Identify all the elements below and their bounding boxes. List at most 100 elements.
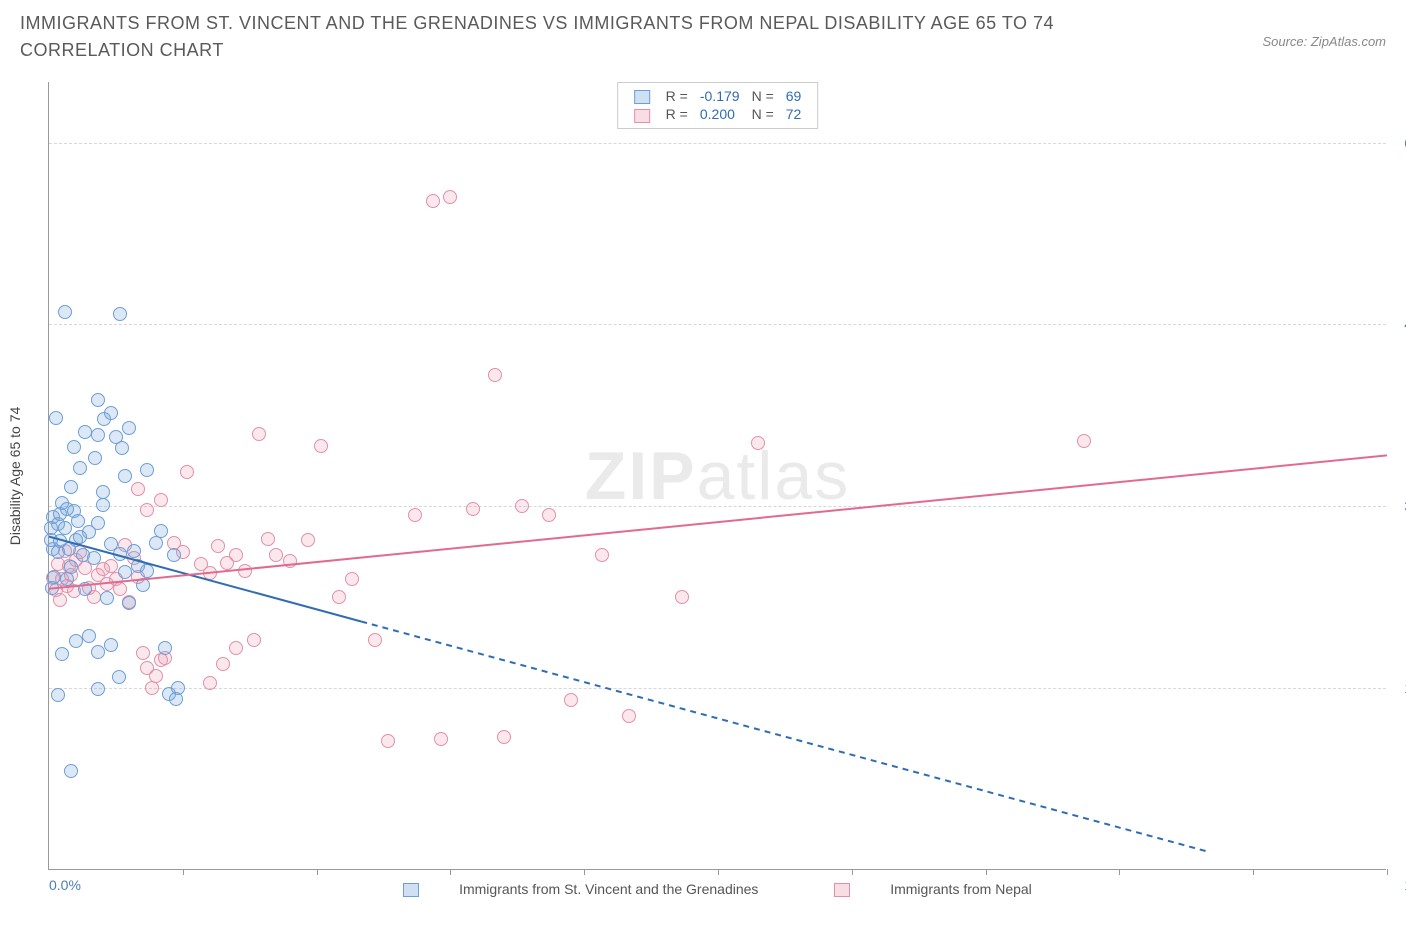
scatter-point-pink [247, 633, 261, 647]
scatter-point-pink [203, 566, 217, 580]
legend-swatch-pink [834, 883, 850, 897]
x-tick [718, 869, 719, 875]
scatter-point-blue [62, 542, 76, 556]
scatter-point-pink [131, 482, 145, 496]
scatter-point-blue [122, 596, 136, 610]
x-tick [584, 869, 585, 875]
scatter-point-pink [269, 548, 283, 562]
scatter-point-blue [149, 536, 163, 550]
scatter-point-pink [82, 581, 96, 595]
scatter-point-pink [466, 502, 480, 516]
scatter-point-blue [88, 451, 102, 465]
legend-n-label: N = [746, 87, 780, 105]
scatter-point-blue [104, 406, 118, 420]
legend-r-label: R = [660, 105, 694, 123]
scatter-point-pink [216, 657, 230, 671]
scatter-point-pink [64, 568, 78, 582]
x-tick [852, 869, 853, 875]
scatter-point-pink [69, 553, 83, 567]
scatter-point-blue [45, 581, 59, 595]
scatter-point-pink [434, 732, 448, 746]
legend-blue-n: 69 [780, 87, 808, 105]
scatter-point-blue [140, 564, 154, 578]
scatter-point-pink [229, 548, 243, 562]
scatter-point-pink [60, 579, 74, 593]
scatter-point-pink [127, 551, 141, 565]
scatter-point-blue [73, 530, 87, 544]
scatter-point-pink [443, 190, 457, 204]
scatter-point-pink [408, 508, 422, 522]
scatter-point-pink [426, 194, 440, 208]
scatter-point-blue [140, 463, 154, 477]
scatter-point-pink [140, 503, 154, 517]
scatter-point-blue [46, 542, 60, 556]
scatter-point-pink [220, 556, 234, 570]
scatter-point-blue [78, 425, 92, 439]
scatter-point-pink [58, 544, 72, 558]
scatter-point-pink [751, 436, 765, 450]
scatter-point-blue [49, 411, 63, 425]
x-tick [183, 869, 184, 875]
scatter-point-pink [180, 465, 194, 479]
scatter-point-blue [55, 496, 69, 510]
x-tick [1387, 869, 1388, 875]
scatter-point-pink [87, 590, 101, 604]
scatter-point-pink [67, 584, 81, 598]
scatter-point-blue [91, 428, 105, 442]
scatter-point-blue [113, 547, 127, 561]
scatter-point-blue [109, 430, 123, 444]
y-axis-label: Disability Age 65 to 74 [7, 406, 23, 545]
scatter-point-pink [368, 633, 382, 647]
scatter-point-pink [62, 559, 76, 573]
scatter-point-blue [67, 440, 81, 454]
scatter-point-pink [55, 572, 69, 586]
scatter-point-pink [140, 661, 154, 675]
scatter-point-pink [194, 557, 208, 571]
scatter-point-blue [44, 521, 58, 535]
scatter-point-pink [158, 651, 172, 665]
x-tick [1253, 869, 1254, 875]
scatter-point-blue [97, 412, 111, 426]
scatter-point-pink [113, 582, 127, 596]
scatter-point-blue [127, 544, 141, 558]
scatter-point-pink [91, 568, 105, 582]
plot-region: 15.0%30.0%45.0%60.0% [49, 82, 1386, 869]
scatter-point-pink [211, 539, 225, 553]
legend-n-label: N = [746, 105, 780, 123]
scatter-point-pink [53, 593, 67, 607]
legend-blue-r: -0.179 [694, 87, 746, 105]
scatter-point-blue [122, 421, 136, 435]
scatter-point-blue [100, 591, 114, 605]
scatter-point-blue [82, 629, 96, 643]
scatter-point-blue [55, 647, 69, 661]
scatter-point-pink [167, 536, 181, 550]
scatter-point-pink [345, 572, 359, 586]
gridline [49, 688, 1386, 689]
scatter-point-blue [82, 525, 96, 539]
scatter-point-blue [162, 687, 176, 701]
scatter-point-blue [53, 507, 67, 521]
scatter-point-blue [113, 307, 127, 321]
scatter-point-blue [58, 521, 72, 535]
chart-title: IMMIGRANTS FROM ST. VINCENT AND THE GREN… [20, 10, 1120, 64]
legend-swatch-blue [634, 90, 650, 104]
scatter-point-blue [60, 572, 74, 586]
scatter-point-blue [96, 485, 110, 499]
scatter-point-blue [118, 469, 132, 483]
scatter-point-pink [78, 561, 92, 575]
scatter-point-blue [131, 559, 145, 573]
scatter-point-pink [149, 669, 163, 683]
scatter-point-blue [154, 524, 168, 538]
scatter-point-pink [176, 545, 190, 559]
scatter-point-blue [158, 641, 172, 655]
scatter-point-pink [136, 646, 150, 660]
scatter-point-blue [76, 548, 90, 562]
scatter-point-pink [595, 548, 609, 562]
legend-swatch-blue [403, 883, 419, 897]
x-tick [986, 869, 987, 875]
scatter-point-blue [118, 565, 132, 579]
legend-stats: R = -0.179 N = 69 R = 0.200 N = 72 [617, 82, 819, 129]
legend-pink-n: 72 [780, 105, 808, 123]
scatter-point-blue [112, 670, 126, 684]
scatter-point-blue [60, 502, 74, 516]
